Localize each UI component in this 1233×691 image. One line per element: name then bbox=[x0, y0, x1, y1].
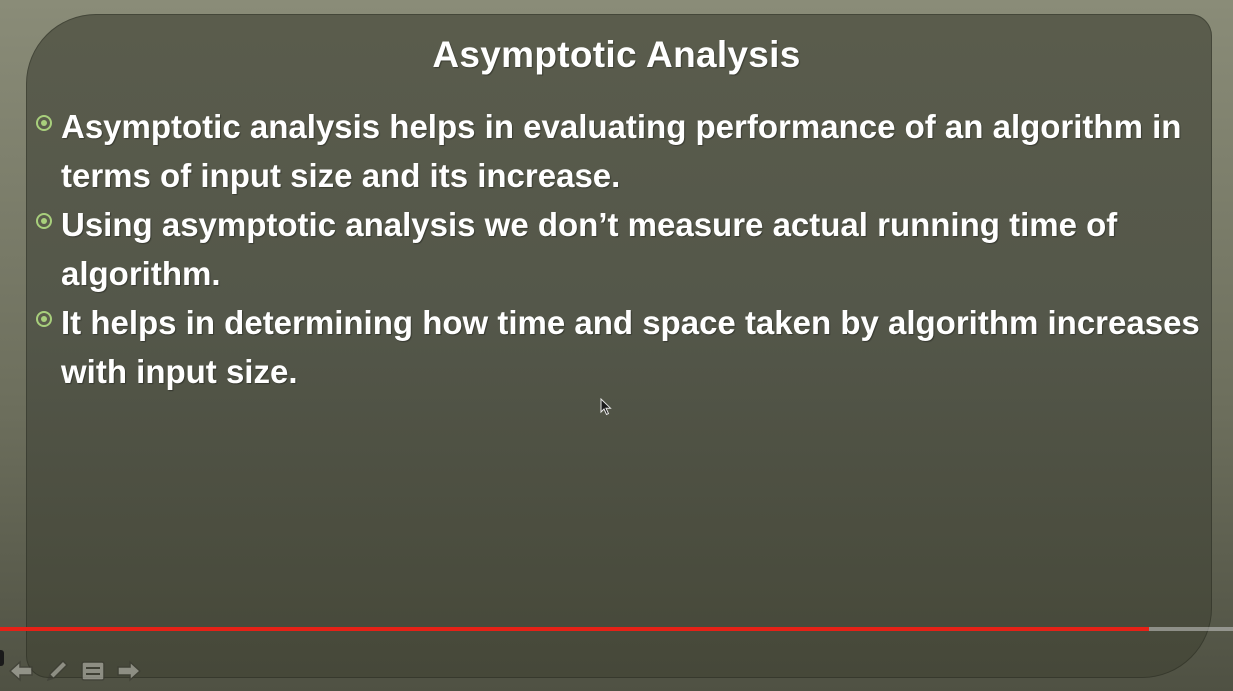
pen-icon bbox=[46, 659, 69, 682]
bullet-text: Using asymptotic analysis we don’t measu… bbox=[61, 206, 1118, 292]
slide-menu-icon bbox=[81, 661, 105, 681]
bullet-circle-icon bbox=[36, 213, 52, 229]
bullet-list: Asymptotic analysis helps in evaluating … bbox=[32, 102, 1212, 396]
bullet-circle-icon bbox=[36, 115, 52, 131]
next-slide-button[interactable] bbox=[114, 656, 144, 686]
previous-slide-button[interactable] bbox=[6, 656, 36, 686]
bullet-item: Asymptotic analysis helps in evaluating … bbox=[32, 102, 1212, 200]
bullet-text: It helps in determining how time and spa… bbox=[61, 304, 1200, 390]
video-progress-bar[interactable] bbox=[0, 627, 1233, 631]
edge-marker bbox=[0, 650, 4, 666]
bullet-item: It helps in determining how time and spa… bbox=[32, 298, 1212, 396]
bullet-circle-icon bbox=[36, 311, 52, 327]
bullet-item: Using asymptotic analysis we don’t measu… bbox=[32, 200, 1212, 298]
mouse-pointer-icon bbox=[600, 398, 612, 416]
presentation-slide bbox=[26, 14, 1212, 678]
slideshow-controls bbox=[6, 655, 144, 687]
next-slide-icon bbox=[117, 660, 142, 682]
slide-title: Asymptotic Analysis bbox=[432, 34, 801, 75]
slide-menu-button[interactable] bbox=[78, 656, 108, 686]
video-progress-fill bbox=[0, 627, 1150, 631]
bullet-text: Asymptotic analysis helps in evaluating … bbox=[61, 108, 1182, 194]
pen-button[interactable] bbox=[42, 656, 72, 686]
previous-slide-icon bbox=[8, 660, 33, 682]
